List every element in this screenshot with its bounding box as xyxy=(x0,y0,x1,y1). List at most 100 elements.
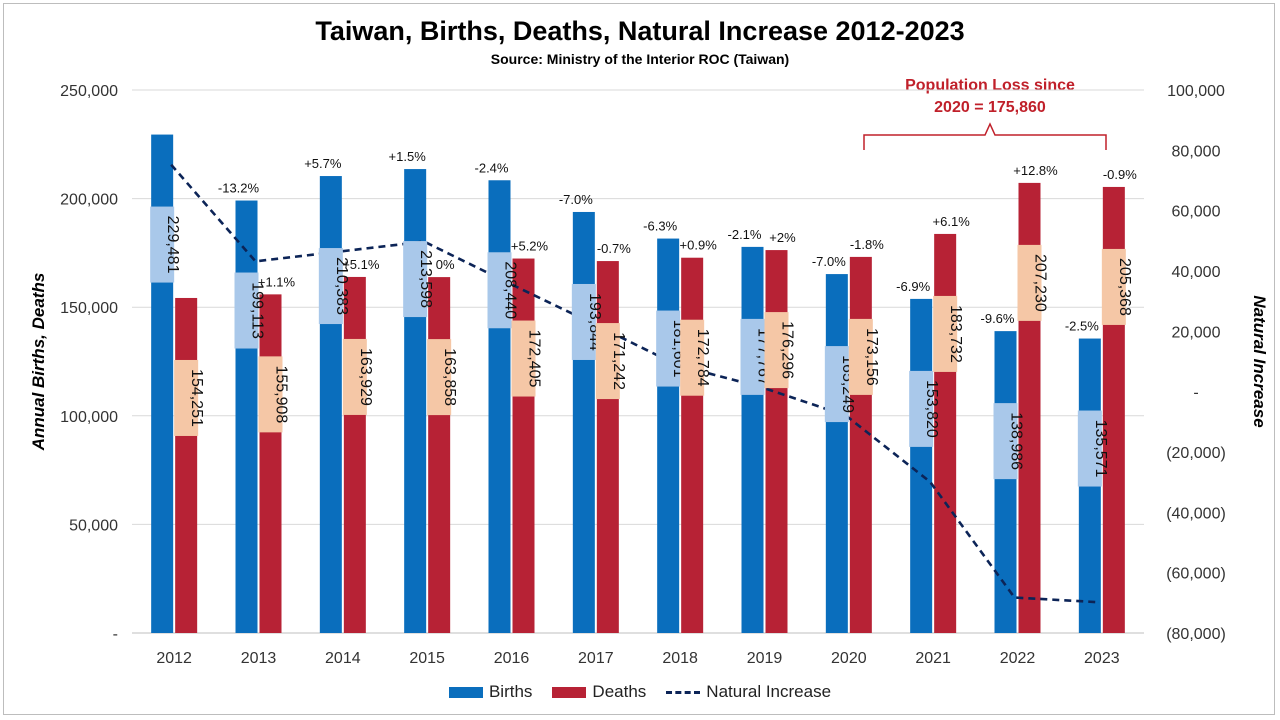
deaths-pct-label: -0.7% xyxy=(597,241,631,256)
y-tick-label: - xyxy=(113,626,118,643)
births-pct-label: +1.5% xyxy=(389,149,427,164)
births-value-label-box xyxy=(656,310,681,387)
deaths-pct-label: +2% xyxy=(769,230,796,245)
chart-subtitle: Source: Ministry of the Interior ROC (Ta… xyxy=(490,51,790,67)
births-value-label-box xyxy=(1077,410,1102,487)
births-pct-label: -9.6% xyxy=(981,311,1015,326)
deaths-value-label-box xyxy=(933,295,958,372)
y-right-tick-label: 100,000 xyxy=(1167,83,1225,100)
births-pct-label: -13.2% xyxy=(218,181,260,196)
deaths-value-label-box xyxy=(1017,244,1042,321)
deaths-value-label: 176,296 xyxy=(779,321,796,379)
x-tick-label: 2017 xyxy=(578,650,614,667)
bar-births xyxy=(404,169,427,634)
deaths-value-label: 172,405 xyxy=(526,330,543,388)
callout-bracket xyxy=(863,122,1107,150)
births-pct-label: +5.7% xyxy=(304,156,342,171)
x-tick-label: 2023 xyxy=(1084,650,1120,667)
legend-item-deaths: Deaths xyxy=(552,682,646,702)
y-right-axis-title: Natural Increase xyxy=(1250,295,1269,427)
births-value-label: 210,383 xyxy=(333,257,350,315)
births-value-label: 153,820 xyxy=(923,380,940,438)
bar-deaths xyxy=(343,276,366,633)
y-right-tick-label: 60,000 xyxy=(1172,204,1221,221)
births-value-label-box xyxy=(740,318,765,395)
deaths-value-label-box xyxy=(764,312,789,389)
bar-births xyxy=(657,238,680,633)
births-value-label: 229,481 xyxy=(164,216,181,274)
deaths-pct-label: +12.8% xyxy=(1013,163,1058,178)
births-value-label-box xyxy=(150,206,175,283)
deaths-value-label: 163,929 xyxy=(357,348,374,406)
bar-deaths xyxy=(428,277,451,633)
bar-births xyxy=(235,200,258,634)
deaths-value-label-box xyxy=(342,338,367,415)
legend-swatch-deaths xyxy=(552,686,587,698)
x-tick-label: 2021 xyxy=(915,650,951,667)
deaths-pct-label: +0.9% xyxy=(680,238,718,253)
births-pct-label: -2.1% xyxy=(728,227,762,242)
deaths-pct-label: -1.8% xyxy=(850,237,884,252)
deaths-pct-label: +5.2% xyxy=(511,239,549,254)
bar-births xyxy=(741,246,764,633)
births-pct-label: -6.9% xyxy=(896,279,930,294)
deaths-value-label: 183,732 xyxy=(947,305,964,363)
deaths-value-label: 163,858 xyxy=(441,348,458,406)
chart-legend: Births Deaths Natural Increase xyxy=(0,682,1280,702)
x-tick-label: 2015 xyxy=(409,650,445,667)
bar-births xyxy=(572,211,595,633)
legend-item-births: Births xyxy=(448,682,532,702)
deaths-value-label-box xyxy=(511,320,536,397)
births-value-label-box xyxy=(571,283,596,360)
deaths-pct-label: +5.1% xyxy=(342,257,380,272)
deaths-value-label: 173,156 xyxy=(863,328,880,386)
births-pct-label: -7.0% xyxy=(812,254,846,269)
births-pct-label: -2.4% xyxy=(475,160,509,175)
y-right-tick-label: (60,000) xyxy=(1166,566,1226,583)
callout-line-2: 2020 = 175,860 xyxy=(934,99,1046,116)
deaths-pct-label: +1.1% xyxy=(258,274,296,289)
x-tick-label: 2012 xyxy=(156,650,192,667)
chart-frame xyxy=(3,3,1275,715)
bar-births xyxy=(319,176,342,633)
bar-deaths xyxy=(849,256,872,633)
deaths-value-label-box xyxy=(1101,248,1126,325)
line-natural-increase xyxy=(170,163,1099,604)
y-right-tick-label: 20,000 xyxy=(1172,324,1221,341)
deaths-value-label: 171,242 xyxy=(610,332,627,390)
deaths-pct-label: +6.1% xyxy=(933,214,971,229)
legend-swatch-births xyxy=(448,686,483,698)
births-pct-label: -7.0% xyxy=(559,192,593,207)
bar-deaths xyxy=(765,250,788,633)
births-pct-label: -6.3% xyxy=(643,219,677,234)
bar-births xyxy=(994,331,1017,633)
bar-deaths xyxy=(259,294,282,633)
legend-swatch-natural-increase xyxy=(666,690,701,694)
births-value-label-box xyxy=(403,241,428,318)
births-value-label: 135,571 xyxy=(1092,420,1109,478)
deaths-value-label-box xyxy=(595,323,620,400)
x-tick-label: 2014 xyxy=(325,650,361,667)
legend-label-natural-increase: Natural Increase xyxy=(706,682,832,701)
births-value-label: 208,440 xyxy=(502,261,519,319)
births-value-label-box xyxy=(487,252,512,329)
deaths-value-label: 172,784 xyxy=(694,329,711,387)
y-right-tick-label: (80,000) xyxy=(1166,626,1226,643)
x-tick-label: 2020 xyxy=(831,650,867,667)
legend-item-natural-increase: Natural Increase xyxy=(666,682,831,702)
legend-label-deaths: Deaths xyxy=(592,682,647,701)
deaths-value-label-box xyxy=(258,356,283,433)
births-pct-label: -2.5% xyxy=(1065,319,1099,334)
y-right-tick-label: (20,000) xyxy=(1166,445,1226,462)
y-right-tick-label: - xyxy=(1193,385,1198,402)
births-value-label-box xyxy=(824,346,849,423)
births-value-label: 213,598 xyxy=(417,250,434,308)
x-tick-label: 2019 xyxy=(747,650,783,667)
y-right-tick-label: (40,000) xyxy=(1166,505,1226,522)
bar-deaths xyxy=(681,257,704,633)
bar-deaths xyxy=(175,297,198,633)
y-tick-label: 50,000 xyxy=(69,517,118,534)
bar-births xyxy=(488,180,511,634)
births-value-label-box xyxy=(909,370,934,447)
